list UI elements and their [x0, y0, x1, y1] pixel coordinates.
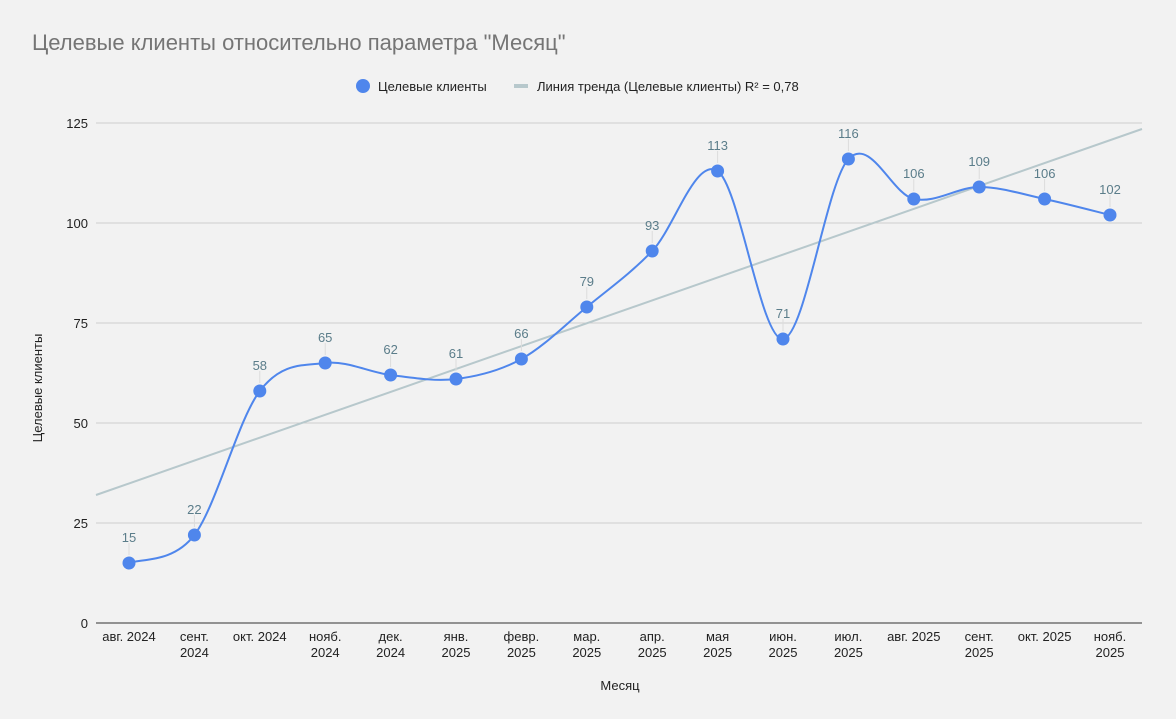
data-point[interactable]	[972, 180, 986, 194]
data-point[interactable]	[841, 152, 855, 166]
x-tick-label: сент. 2024	[180, 629, 209, 660]
data-label: 62	[383, 342, 397, 357]
data-point[interactable]	[253, 384, 267, 398]
x-axis-ticks: авг. 2024 сент. 2024 окт. 2024 нояб. 2024 дек.…	[102, 629, 1126, 660]
legend-label-series: Целевые клиенты	[378, 79, 487, 94]
data-label: 65	[318, 330, 332, 345]
y-axis-ticks: 0 25 50 75 100 125	[66, 116, 88, 631]
x-tick-label: апр. 2025	[638, 629, 667, 660]
data-point[interactable]	[1103, 208, 1117, 222]
data-label: 93	[645, 218, 659, 233]
x-tick-label: сент. 2025	[965, 629, 994, 660]
trendline-layer	[95, 128, 1143, 496]
x-tick-label: авг. 2025	[887, 629, 940, 644]
x-axis-title: Месяц	[600, 678, 640, 693]
x-tick-label: нояб. 2025	[1094, 629, 1127, 660]
data-point[interactable]	[1038, 192, 1052, 206]
data-point[interactable]	[384, 368, 398, 382]
x-tick-label: дек. 2024	[376, 629, 405, 660]
x-tick-label: авг. 2024	[102, 629, 155, 644]
data-label: 106	[903, 166, 925, 181]
data-point[interactable]	[907, 192, 921, 206]
x-tick-label: янв. 2025	[442, 629, 471, 660]
y-axis-title: Целевые клиенты	[30, 334, 45, 443]
x-tick-label: февр. 2025	[504, 629, 540, 660]
gridlines	[96, 122, 1142, 624]
x-tick-label: окт. 2024	[233, 629, 287, 644]
data-label: 66	[514, 326, 528, 341]
data-label: 106	[1034, 166, 1056, 181]
x-tick-label: мая 2025	[703, 629, 732, 660]
legend-marker-series	[356, 79, 370, 93]
data-label: 102	[1099, 182, 1121, 197]
x-tick-label: мар. 2025	[572, 629, 601, 660]
data-points[interactable]	[122, 152, 1117, 570]
data-point[interactable]	[776, 332, 790, 346]
data-label: 109	[968, 154, 990, 169]
legend[interactable]: Целевые клиенты Линия тренда (Целевые кл…	[356, 79, 799, 94]
data-label: 71	[776, 306, 790, 321]
data-point[interactable]	[711, 164, 725, 178]
data-point[interactable]	[514, 352, 528, 366]
data-point[interactable]	[580, 300, 594, 314]
data-label: 61	[449, 346, 463, 361]
chart-title: Целевые клиенты относительно параметра "…	[32, 30, 566, 55]
y-tick-label: 50	[74, 416, 88, 431]
y-tick-label: 25	[74, 516, 88, 531]
series-line-layer	[128, 152, 1111, 564]
data-point[interactable]	[318, 356, 332, 370]
data-point[interactable]	[645, 244, 659, 258]
y-tick-label: 100	[66, 216, 88, 231]
data-label: 15	[122, 530, 136, 545]
data-point[interactable]	[122, 556, 136, 570]
data-label: 22	[187, 502, 201, 517]
data-point[interactable]	[187, 528, 201, 542]
data-point[interactable]	[449, 372, 463, 386]
legend-label-trend: Линия тренда (Целевые клиенты) R² = 0,78	[537, 79, 799, 94]
x-tick-label: нояб. 2024	[309, 629, 342, 660]
trendline	[95, 128, 1143, 496]
data-label: 79	[580, 274, 594, 289]
legend-marker-trend	[514, 84, 528, 88]
y-tick-label: 0	[81, 616, 88, 631]
series-line	[128, 152, 1111, 564]
x-tick-label: окт. 2025	[1018, 629, 1072, 644]
data-labels: 15 22 58 65 62 61 66 79 93 113 71 116 106 109 106 102	[122, 126, 1121, 555]
data-label: 113	[707, 138, 728, 153]
y-tick-label: 75	[74, 316, 88, 331]
x-tick-label: июн. 2025	[769, 629, 798, 660]
y-tick-label: 125	[66, 116, 88, 131]
x-tick-label: июл. 2025	[834, 629, 863, 660]
data-label: 116	[838, 126, 859, 141]
data-label: 58	[253, 358, 267, 373]
